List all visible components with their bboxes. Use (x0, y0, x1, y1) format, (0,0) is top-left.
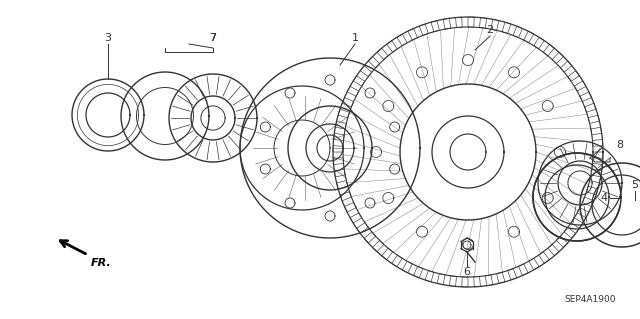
Text: 2: 2 (486, 25, 493, 35)
Text: SEP4A1900: SEP4A1900 (564, 295, 616, 305)
Text: FR.: FR. (91, 258, 112, 268)
Text: 1: 1 (351, 33, 358, 43)
Text: 5: 5 (632, 180, 639, 190)
Text: 3: 3 (104, 33, 111, 43)
Text: 8: 8 (616, 140, 623, 150)
Text: 7: 7 (209, 33, 216, 43)
Text: 4: 4 (601, 193, 608, 203)
Text: 6: 6 (463, 267, 470, 277)
Text: 7: 7 (209, 33, 216, 43)
